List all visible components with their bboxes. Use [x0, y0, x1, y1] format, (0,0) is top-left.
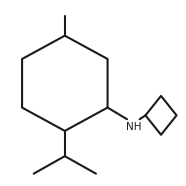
- Text: NH: NH: [126, 122, 142, 132]
